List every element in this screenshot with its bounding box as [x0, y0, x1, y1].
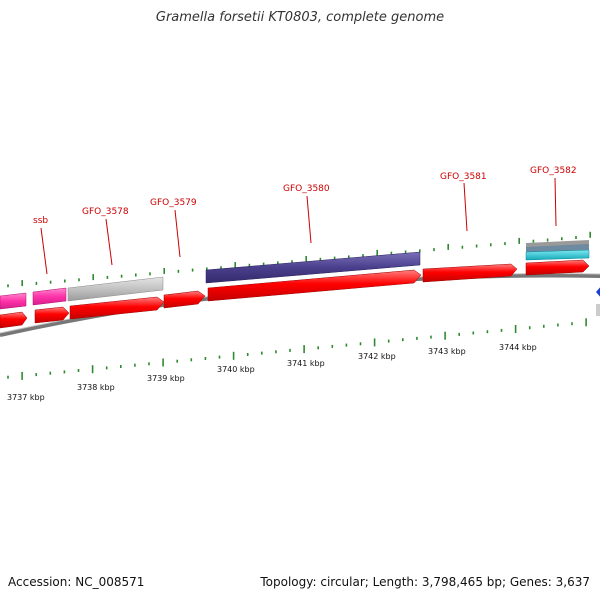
gene-labels: ssb GFO_3578 GFO_3579 GFO_3580 GFO_3581 …: [33, 166, 577, 226]
gene-label-gfo3578: GFO_3578: [82, 207, 129, 217]
feature-gray-small[interactable]: [526, 240, 589, 248]
topology-text: Topology: circular; Length: 3,798,465 bp…: [260, 575, 590, 589]
blue-marker[interactable]: [596, 285, 600, 299]
scale-label: 3742 kbp: [358, 352, 396, 361]
gene-label-ssb: ssb: [33, 216, 48, 226]
feature-magenta-ssb[interactable]: [32, 287, 67, 306]
scale-tick-marks: [7, 318, 587, 380]
scale-label: 3743 kbp: [428, 347, 466, 356]
cds-arrow-ssb[interactable]: [34, 306, 70, 324]
cds-arrow-gfo3581[interactable]: [422, 263, 518, 283]
cds-arrow[interactable]: [0, 311, 28, 329]
cds-arrow-gfo3578[interactable]: [69, 296, 165, 320]
cds-arrow-gfo3580[interactable]: [207, 269, 422, 302]
cds-track: [0, 259, 590, 329]
accession-text: Accession: NC_008571: [8, 575, 145, 589]
scale-label: 3744 kbp: [499, 343, 537, 352]
scale-label: 3741 kbp: [287, 359, 325, 368]
feature-magenta[interactable]: [0, 292, 27, 310]
scale-label: 3738 kbp: [77, 383, 115, 392]
gene-label-lines: [40, 177, 557, 275]
gene-label-gfo3579: GFO_3579: [150, 198, 197, 208]
feature-track-top: [0, 240, 590, 310]
gene-label-gfo3580: GFO_3580: [283, 184, 330, 194]
upper-tick-marks: [7, 231, 592, 288]
feature-purple[interactable]: [205, 251, 421, 284]
scale-labels: 3737 kbp 3738 kbp 3739 kbp 3740 kbp 3741…: [7, 343, 537, 402]
gray-marker: [596, 304, 600, 316]
scale-label: 3737 kbp: [7, 393, 45, 402]
scale-label: 3740 kbp: [217, 365, 255, 374]
feature-gray[interactable]: [67, 276, 164, 302]
gene-label-gfo3581: GFO_3581: [440, 172, 487, 182]
gene-label-gfo3582: GFO_3582: [530, 166, 577, 176]
scale-label: 3739 kbp: [147, 374, 185, 383]
cds-arrow-gfo3579[interactable]: [163, 290, 206, 309]
map-title: Gramella forsetii KT0803, complete genom…: [155, 10, 445, 25]
cds-arrow-gfo3582[interactable]: [525, 259, 590, 276]
feature-cyan[interactable]: [525, 249, 590, 261]
